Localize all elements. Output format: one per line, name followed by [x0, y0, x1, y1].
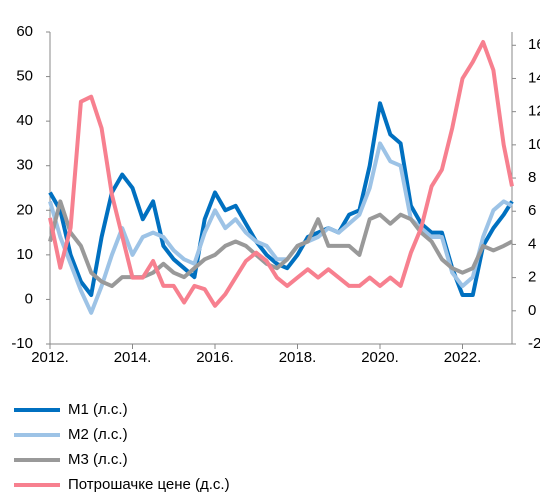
legend-label: Потрошачке цене (д.с.): [68, 476, 230, 493]
y-tick-label: 50: [16, 68, 33, 85]
y2-tick-label: 14: [528, 69, 540, 86]
y2-tick-label: 16: [528, 36, 540, 53]
x-tick-label: 2016.: [196, 349, 234, 366]
y2-tick-label: 2: [528, 269, 536, 286]
y-tick-label: 40: [16, 112, 33, 129]
x-tick-label: 2022.: [444, 349, 482, 366]
y-tick-label: -10: [11, 335, 33, 352]
y-tick-label: 30: [16, 157, 33, 174]
series-line: [48, 40, 514, 308]
y2-tick-label: 10: [528, 136, 540, 153]
y2-tick-label: 8: [528, 169, 536, 186]
series-line: [48, 141, 513, 315]
y2-tick-label: 4: [528, 235, 536, 252]
legend-label: M3 (л.с.): [68, 451, 128, 468]
x-tick-label: 2020.: [361, 349, 399, 366]
x-tick-label: 2018.: [279, 349, 317, 366]
legend-label: M2 (л.с.): [68, 426, 128, 443]
y2-tick-label: 6: [528, 202, 536, 219]
y2-tick-label: 12: [528, 103, 540, 120]
y-tick-label: 20: [16, 201, 33, 218]
series-line: [48, 199, 513, 289]
legend-label: M1 (л.с.): [68, 401, 128, 418]
x-tick-label: 2012.: [31, 349, 69, 366]
y-tick-label: 60: [16, 23, 33, 40]
y-tick-label: 0: [25, 290, 33, 307]
x-tick-label: 2014.: [114, 349, 152, 366]
y2-tick-label: 0: [528, 302, 536, 319]
y-tick-label: 10: [16, 246, 33, 263]
y2-tick-label: -2: [528, 335, 540, 352]
